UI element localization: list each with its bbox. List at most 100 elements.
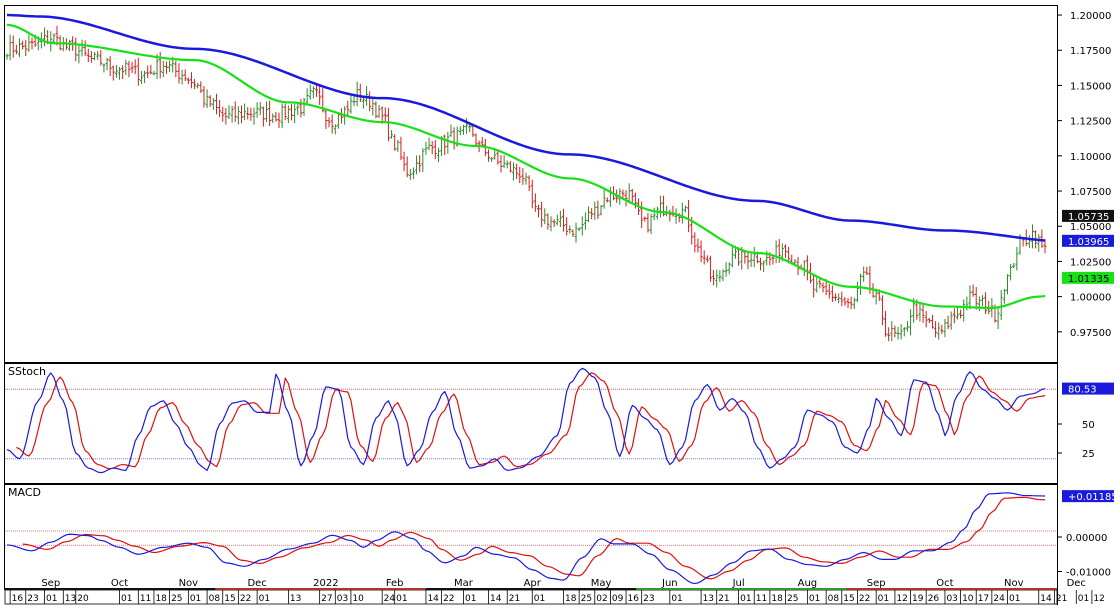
price-bar <box>674 208 678 224</box>
price-bar <box>96 50 100 60</box>
x-day-label: 11 <box>756 594 767 604</box>
price-bar <box>890 321 894 342</box>
x-day-label: 21 <box>1056 594 1067 604</box>
price-bar <box>980 295 984 307</box>
price-bar <box>80 39 84 57</box>
x-day-label: 18 <box>155 594 167 604</box>
price-bar <box>984 292 988 315</box>
x-month-label: 2022 <box>313 578 338 589</box>
price-bar <box>18 38 22 57</box>
price-bar <box>380 106 384 124</box>
price-bar <box>527 175 531 192</box>
price-bar <box>183 69 187 82</box>
price-bar <box>436 147 440 163</box>
price-bar <box>305 88 309 105</box>
price-bar <box>8 34 12 61</box>
price-bar <box>280 103 284 129</box>
price-bar <box>146 65 150 79</box>
price-bar <box>377 104 381 119</box>
price-bar <box>830 285 834 302</box>
price-bar <box>227 105 231 119</box>
price-bar <box>168 60 172 73</box>
x-day-label: 24 <box>993 594 1005 604</box>
price-bar <box>68 39 72 52</box>
price-bar <box>518 166 522 184</box>
price-bar <box>458 126 462 136</box>
price-bar <box>643 216 647 222</box>
sstoch-title: SStoch <box>8 365 46 378</box>
price-bar <box>962 299 966 322</box>
price-bar <box>896 326 900 340</box>
price-bar <box>443 134 447 156</box>
short-ma-label-bg <box>1062 271 1114 284</box>
price-bar <box>1002 288 1006 304</box>
price-bar <box>652 207 656 221</box>
x-month-label: Nov <box>1004 578 1024 589</box>
price-bar <box>271 113 275 124</box>
long-ma-label: 1.03965 <box>1068 237 1109 248</box>
price-bar <box>111 65 115 81</box>
price-bar <box>490 157 494 162</box>
macd-value-label: +0.01185 <box>1068 492 1118 503</box>
price-bar <box>424 141 428 155</box>
price-bar <box>449 124 453 138</box>
price-bar <box>593 201 597 221</box>
price-bar <box>27 34 31 52</box>
price-bar <box>333 124 337 135</box>
price-bar <box>86 48 90 63</box>
x-day-label: 15 <box>224 594 235 604</box>
x-month-label: Mar <box>454 578 474 589</box>
x-day-label: 24 <box>384 594 396 604</box>
price-bar <box>930 314 934 329</box>
x-day-label: 01 <box>396 594 407 604</box>
price-bar <box>971 284 975 297</box>
sstoch-value-label: 80.53 <box>1068 385 1097 396</box>
price-bar <box>193 78 197 90</box>
price-bar <box>624 190 628 207</box>
price-bar <box>461 124 465 135</box>
price-bar <box>580 216 584 236</box>
price-bar <box>371 98 375 116</box>
x-day-label: 16 <box>628 594 640 604</box>
price-bar <box>762 260 766 273</box>
price-bar <box>130 61 134 74</box>
x-day-label: 27 <box>321 594 332 604</box>
x-day-label: 02 <box>596 594 607 604</box>
price-bar <box>396 139 400 152</box>
price-bar <box>189 72 193 89</box>
x-month-label: Oct <box>111 578 128 589</box>
price-bar <box>934 321 938 338</box>
price-bar <box>884 310 888 337</box>
x-month-label: Sep <box>867 578 886 589</box>
x-day-label: 15 <box>843 594 854 604</box>
x-day-label: 18 <box>771 594 783 604</box>
price-bar <box>749 253 753 267</box>
price-bar <box>174 60 178 78</box>
x-day-label: 25 <box>171 594 182 604</box>
price-bar <box>1027 234 1031 248</box>
x-day-label: 23 <box>643 594 654 604</box>
last-close-label-bg <box>1062 209 1114 222</box>
price-bar <box>909 309 913 336</box>
x-day-label: 13 <box>65 594 76 604</box>
macd-tick-label: -0.01000 <box>1066 567 1111 578</box>
price-bar <box>846 298 850 309</box>
price-bar <box>702 250 706 265</box>
price-bar <box>277 112 281 128</box>
price-bar <box>218 99 222 118</box>
price-bar <box>24 40 28 56</box>
price-bar <box>311 86 315 99</box>
price-bar <box>1040 229 1044 248</box>
x-period-strip <box>5 588 216 590</box>
x-day-label: 13 <box>290 594 301 604</box>
price-bar <box>949 311 953 330</box>
x-day-label: 10 <box>352 594 364 604</box>
price-bar <box>361 97 365 109</box>
price-bar <box>968 285 972 310</box>
x-day-label: 20 <box>77 594 89 604</box>
price-bar <box>849 296 853 310</box>
price-bar <box>230 105 234 123</box>
price-bar <box>243 103 247 121</box>
price-bar <box>574 222 578 243</box>
x-day-label: 08 <box>209 594 221 604</box>
